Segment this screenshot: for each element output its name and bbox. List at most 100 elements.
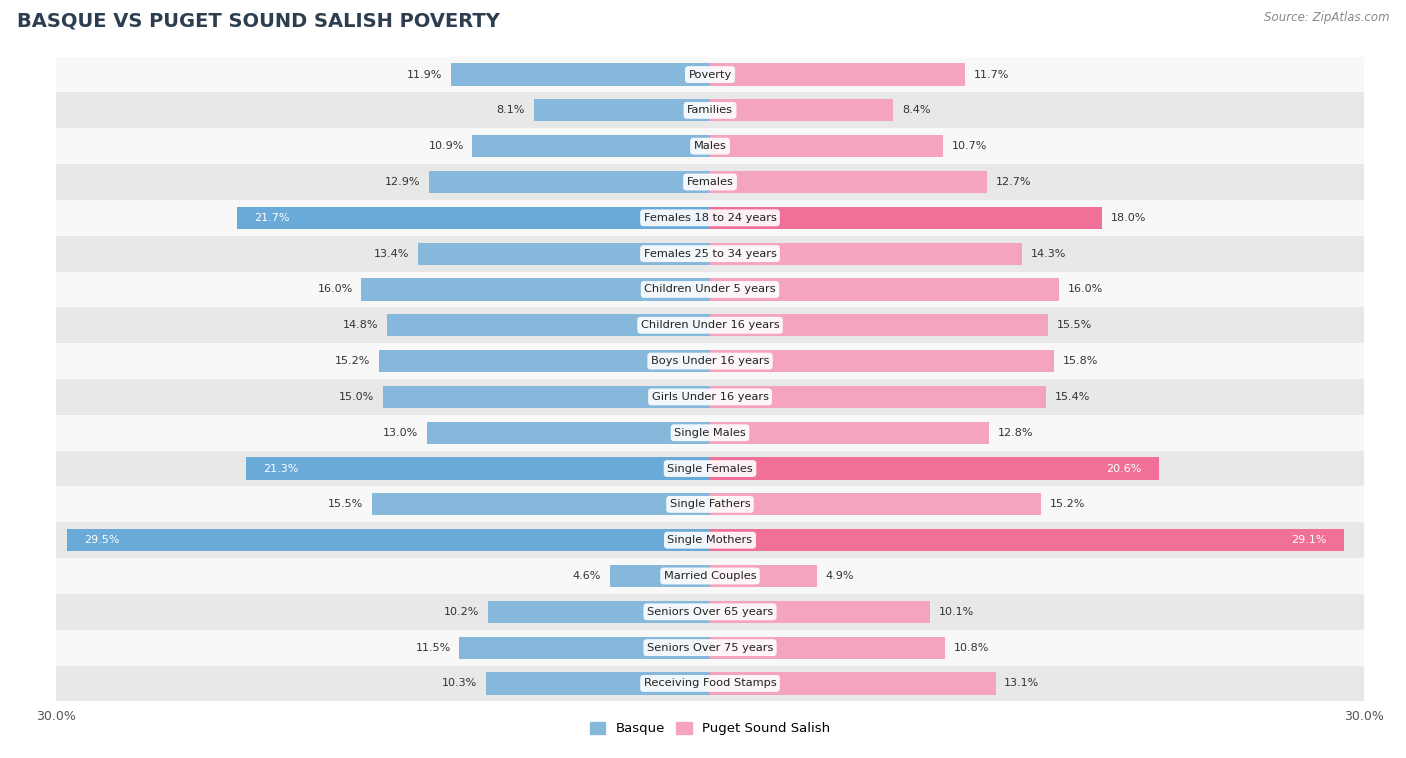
Bar [56, 164, 1364, 200]
Text: Females 18 to 24 years: Females 18 to 24 years [644, 213, 776, 223]
Text: 12.8%: 12.8% [998, 428, 1033, 437]
Bar [710, 314, 1047, 337]
Text: Males: Males [693, 141, 727, 151]
Bar [56, 128, 1364, 164]
Text: 21.7%: 21.7% [254, 213, 290, 223]
Text: 18.0%: 18.0% [1111, 213, 1146, 223]
Bar [56, 415, 1364, 451]
Text: 4.6%: 4.6% [572, 571, 602, 581]
Bar [460, 637, 710, 659]
Bar [56, 630, 1364, 666]
Bar [710, 99, 893, 121]
Text: 10.1%: 10.1% [939, 607, 974, 617]
Bar [710, 207, 1102, 229]
Bar [56, 487, 1364, 522]
Text: 10.2%: 10.2% [444, 607, 479, 617]
Text: Girls Under 16 years: Girls Under 16 years [651, 392, 769, 402]
Text: Children Under 5 years: Children Under 5 years [644, 284, 776, 294]
Bar [710, 600, 931, 623]
Bar [488, 600, 710, 623]
Bar [67, 529, 710, 551]
Text: 10.7%: 10.7% [952, 141, 987, 151]
Text: 13.4%: 13.4% [374, 249, 409, 258]
Text: 15.2%: 15.2% [335, 356, 370, 366]
Bar [56, 92, 1364, 128]
Bar [710, 64, 965, 86]
Text: 10.8%: 10.8% [955, 643, 990, 653]
Text: Single Mothers: Single Mothers [668, 535, 752, 545]
Text: 15.2%: 15.2% [1050, 500, 1085, 509]
Bar [710, 243, 1022, 265]
Text: 11.7%: 11.7% [974, 70, 1010, 80]
Text: 12.9%: 12.9% [385, 177, 420, 187]
Text: 16.0%: 16.0% [318, 284, 353, 294]
Text: 10.9%: 10.9% [429, 141, 464, 151]
Text: Boys Under 16 years: Boys Under 16 years [651, 356, 769, 366]
Text: BASQUE VS PUGET SOUND SALISH POVERTY: BASQUE VS PUGET SOUND SALISH POVERTY [17, 11, 499, 30]
Text: Single Fathers: Single Fathers [669, 500, 751, 509]
Text: 15.8%: 15.8% [1063, 356, 1098, 366]
Bar [710, 386, 1046, 408]
Bar [378, 350, 710, 372]
Text: 13.0%: 13.0% [382, 428, 418, 437]
Text: 15.5%: 15.5% [1056, 321, 1092, 330]
Bar [388, 314, 710, 337]
Bar [710, 529, 1344, 551]
Bar [56, 594, 1364, 630]
Text: Females 25 to 34 years: Females 25 to 34 years [644, 249, 776, 258]
Bar [710, 493, 1042, 515]
Text: 15.0%: 15.0% [339, 392, 374, 402]
Bar [56, 451, 1364, 487]
Legend: Basque, Puget Sound Salish: Basque, Puget Sound Salish [585, 717, 835, 741]
Bar [56, 522, 1364, 558]
Bar [710, 278, 1059, 301]
Text: 14.8%: 14.8% [343, 321, 378, 330]
Text: Seniors Over 75 years: Seniors Over 75 years [647, 643, 773, 653]
Bar [710, 457, 1159, 480]
Bar [710, 135, 943, 158]
Bar [418, 243, 710, 265]
Text: 20.6%: 20.6% [1107, 464, 1142, 474]
Bar [246, 457, 710, 480]
Bar [451, 64, 710, 86]
Text: Poverty: Poverty [689, 70, 731, 80]
Text: 12.7%: 12.7% [995, 177, 1031, 187]
Bar [472, 135, 710, 158]
Text: Source: ZipAtlas.com: Source: ZipAtlas.com [1264, 11, 1389, 24]
Text: 11.5%: 11.5% [415, 643, 451, 653]
Text: Children Under 16 years: Children Under 16 years [641, 321, 779, 330]
Text: 16.0%: 16.0% [1067, 284, 1102, 294]
Text: 15.4%: 15.4% [1054, 392, 1090, 402]
Bar [56, 379, 1364, 415]
Bar [373, 493, 710, 515]
Bar [56, 200, 1364, 236]
Bar [427, 421, 710, 444]
Bar [56, 307, 1364, 343]
Bar [56, 343, 1364, 379]
Text: Families: Families [688, 105, 733, 115]
Text: 8.1%: 8.1% [496, 105, 524, 115]
Bar [238, 207, 710, 229]
Bar [710, 637, 945, 659]
Bar [56, 666, 1364, 701]
Text: Receiving Food Stamps: Receiving Food Stamps [644, 678, 776, 688]
Bar [56, 271, 1364, 307]
Bar [56, 57, 1364, 92]
Text: Single Females: Single Females [668, 464, 752, 474]
Text: 8.4%: 8.4% [901, 105, 931, 115]
Bar [533, 99, 710, 121]
Bar [710, 350, 1054, 372]
Text: 29.5%: 29.5% [84, 535, 120, 545]
Text: 21.3%: 21.3% [263, 464, 298, 474]
Text: Seniors Over 65 years: Seniors Over 65 years [647, 607, 773, 617]
Text: Married Couples: Married Couples [664, 571, 756, 581]
Text: 10.3%: 10.3% [441, 678, 477, 688]
Bar [56, 236, 1364, 271]
Text: 13.1%: 13.1% [1004, 678, 1039, 688]
Text: 4.9%: 4.9% [825, 571, 853, 581]
Text: Single Males: Single Males [673, 428, 747, 437]
Bar [710, 171, 987, 193]
Bar [56, 558, 1364, 594]
Text: 15.5%: 15.5% [328, 500, 364, 509]
Bar [361, 278, 710, 301]
